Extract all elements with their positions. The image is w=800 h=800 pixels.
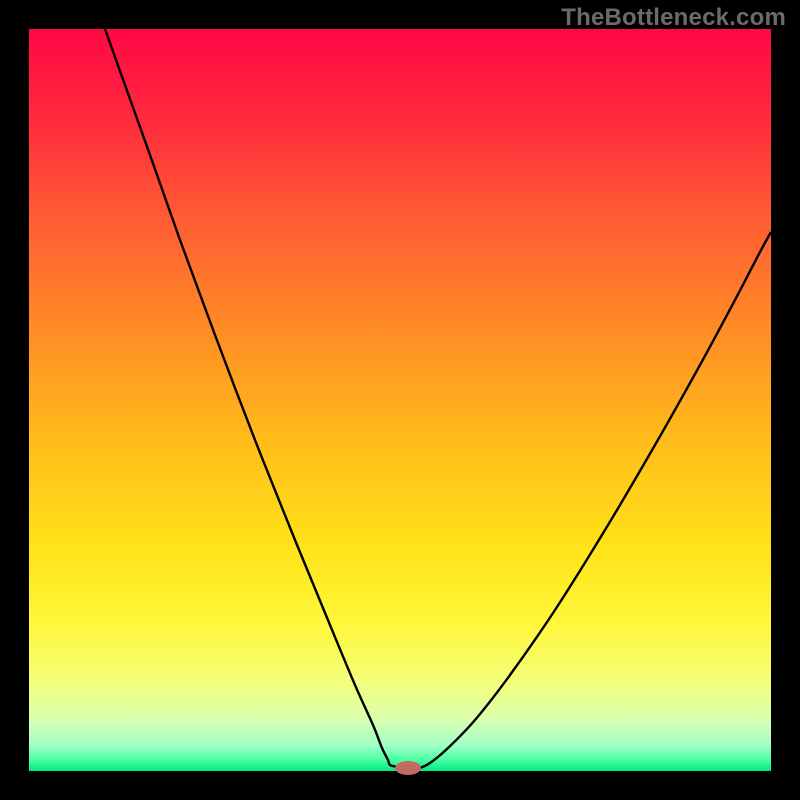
optimal-point-marker <box>395 761 421 775</box>
bottleneck-chart <box>0 0 800 800</box>
watermark-text: TheBottleneck.com <box>561 4 786 32</box>
plot-area <box>29 29 771 771</box>
